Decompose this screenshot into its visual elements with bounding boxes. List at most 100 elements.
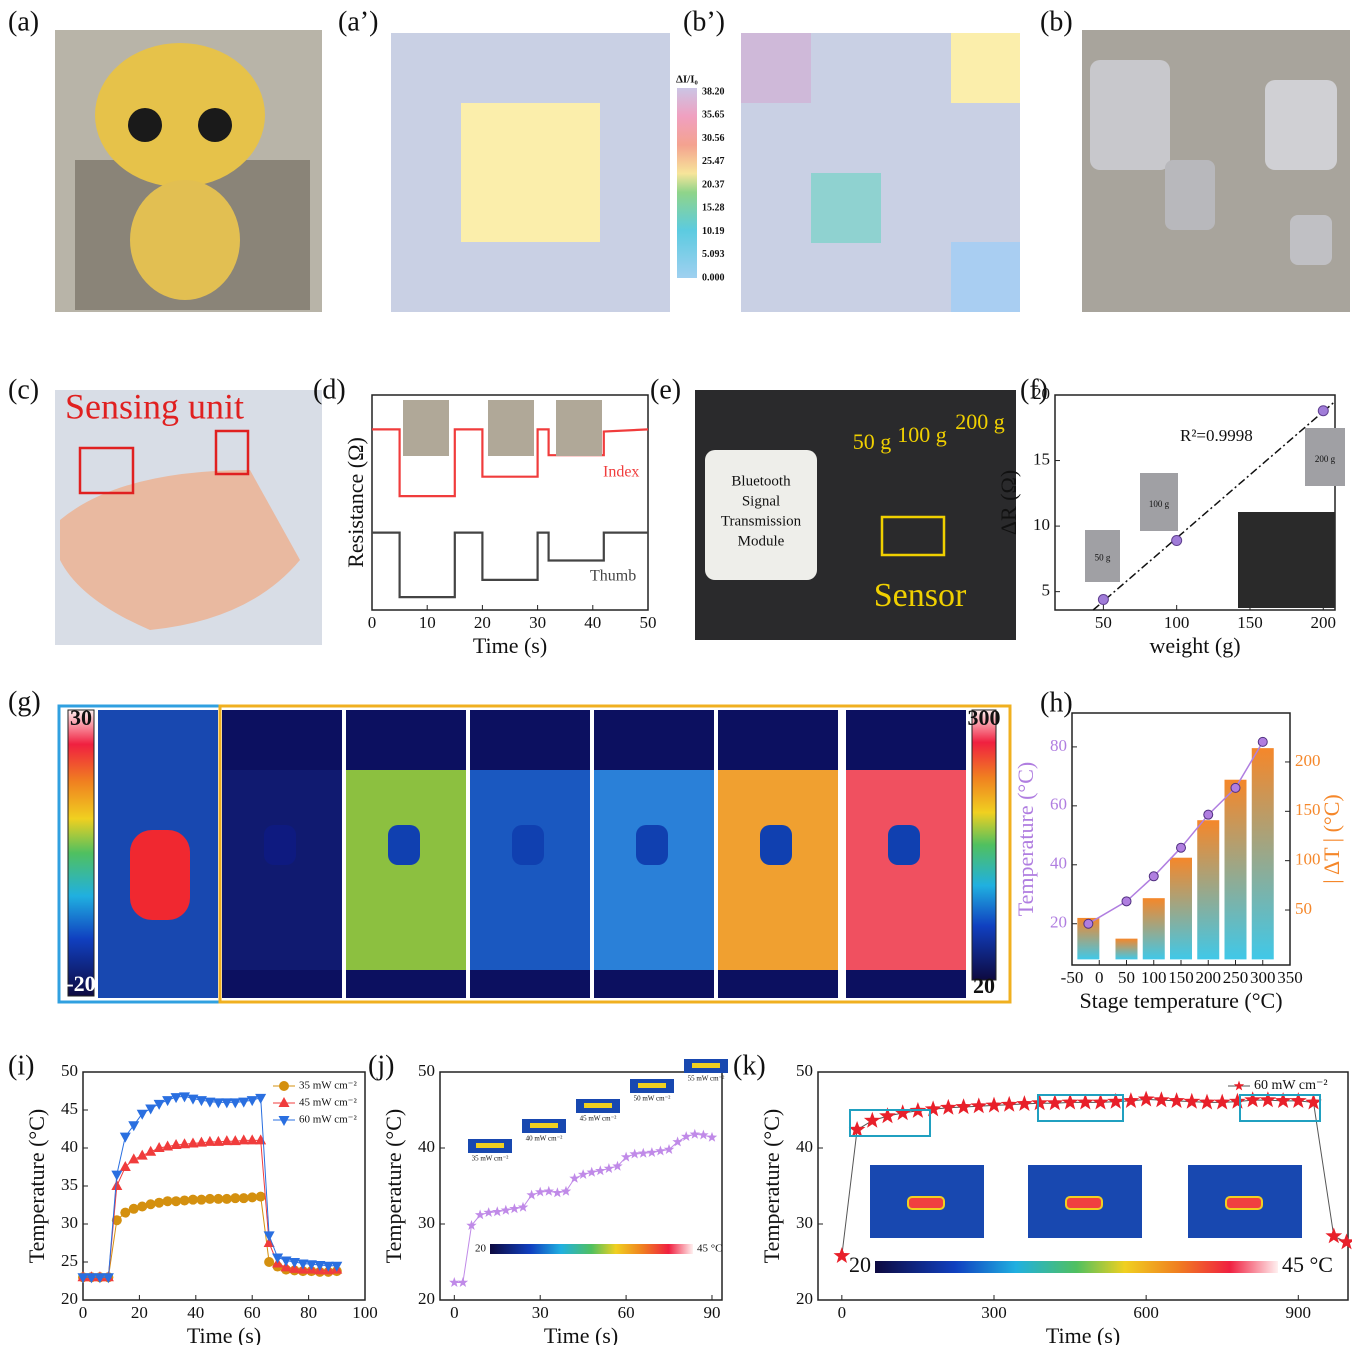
marker <box>1260 1091 1277 1107</box>
photo-label: Sensing unit <box>65 386 244 426</box>
y-axis-label: ΔR (Ω) <box>996 470 1021 535</box>
marker <box>849 1121 866 1137</box>
marker <box>595 1165 606 1175</box>
marker <box>129 1204 139 1214</box>
marker <box>180 1195 190 1205</box>
x-tick-label: 100 <box>1141 968 1167 987</box>
y-tick-label: 20 <box>1050 913 1067 932</box>
weight-label: 100 g <box>897 422 947 447</box>
module-label: Module <box>738 533 785 549</box>
weight-label: 200 g <box>955 409 1005 434</box>
point <box>1098 595 1108 605</box>
panel-label: (d) <box>313 374 346 405</box>
x-tick-label: 60 <box>618 1303 635 1322</box>
panel-label: (a’) <box>338 6 378 37</box>
marker <box>698 1130 708 1140</box>
y-axis-label: Temperature (°C) <box>24 1109 49 1263</box>
y-tick-label: 10 <box>1033 515 1050 534</box>
colorbar-title: ΔI/I₀ <box>676 74 699 86</box>
ir-sample <box>718 770 838 970</box>
colorbar-label: 300 <box>968 705 1001 730</box>
bar <box>1252 748 1274 959</box>
colorbar <box>677 88 697 278</box>
x-tick-label: 150 <box>1168 968 1194 987</box>
marker <box>647 1147 658 1157</box>
marker <box>1199 1094 1216 1110</box>
marker <box>535 1187 545 1197</box>
marker <box>1338 1233 1352 1249</box>
marker <box>544 1186 554 1196</box>
series-line <box>372 533 648 598</box>
inset-hot <box>638 1083 666 1088</box>
y-tick-label: 80 <box>1050 736 1067 755</box>
colorbar <box>68 710 94 996</box>
marker <box>264 1231 275 1241</box>
y2-tick-label: 100 <box>1295 850 1321 869</box>
x-tick-label: 300 <box>1250 968 1276 987</box>
panel-label: (c) <box>8 374 39 405</box>
marker <box>196 1195 206 1205</box>
marker <box>171 1196 181 1206</box>
x-tick-label: 50 <box>1095 613 1112 632</box>
panel-label: (b) <box>1040 6 1073 37</box>
cat-eye <box>128 108 162 142</box>
marker <box>137 1202 147 1212</box>
marker <box>279 1081 289 1091</box>
colorbar-label: 45 °C <box>1282 1252 1333 1277</box>
marker <box>552 1187 563 1197</box>
inset-hot <box>1066 1197 1102 1209</box>
colorbar-label: 10.19 <box>702 226 725 237</box>
inset-label: 45 mW cm⁻² <box>580 1115 617 1123</box>
module-label: Signal <box>742 493 780 509</box>
x-tick-label: 200 <box>1311 613 1337 632</box>
marker <box>690 1129 700 1139</box>
y-tick-label: 20 <box>796 1289 813 1308</box>
inset-label: 40 mW cm⁻² <box>526 1135 563 1143</box>
y-tick-label: 40 <box>61 1137 78 1156</box>
marker <box>239 1193 249 1203</box>
x-tick-label: 10 <box>419 613 436 632</box>
marker <box>681 1131 691 1141</box>
colorbar-label: 30 <box>70 705 92 730</box>
marker <box>569 1173 580 1183</box>
y2-axis-label: | ΔT | (°C) <box>1319 794 1344 883</box>
colorbar-labels: 38.2035.6530.5625.4720.3715.2810.195.093… <box>702 86 725 283</box>
weight <box>1265 80 1337 170</box>
x-tick-label: 20 <box>131 1303 148 1322</box>
cat-body <box>130 180 240 300</box>
series-label: Index <box>603 464 639 481</box>
inset-hot <box>1226 1197 1262 1209</box>
x-tick-label: 90 <box>703 1303 720 1322</box>
y-axis-label: Resistance (Ω) <box>343 437 368 568</box>
panel-label: (h) <box>1040 687 1073 718</box>
legend-label: 60 mW cm⁻² <box>299 1114 357 1126</box>
y-axis-label: Temperature (°C) <box>1013 762 1038 916</box>
point <box>1231 783 1240 792</box>
x-axis-label: Time (s) <box>544 1323 618 1345</box>
ir-images <box>222 710 966 998</box>
ir-sample <box>846 770 966 970</box>
bar <box>1143 898 1165 959</box>
x-tick-label: 40 <box>187 1303 204 1322</box>
point <box>1318 406 1328 416</box>
y-tick-label: 30 <box>61 1213 78 1232</box>
y-tick-label: 50 <box>418 1061 435 1080</box>
x-tick-label: 30 <box>529 613 546 632</box>
colorbar-label: 20.37 <box>702 179 725 190</box>
y-tick-label: 60 <box>1050 795 1067 814</box>
module-label: Bluetooth <box>731 473 791 489</box>
marker <box>120 1133 131 1143</box>
marker <box>111 1180 122 1190</box>
heatmap-cell <box>461 103 600 242</box>
bar <box>1197 820 1219 959</box>
x-tick-label: -50 <box>1061 968 1084 987</box>
marker <box>145 1104 156 1114</box>
sensor-label: Sensor <box>874 577 967 614</box>
marker <box>1183 1093 1200 1109</box>
marker <box>707 1132 718 1142</box>
marker <box>458 1277 468 1287</box>
point <box>1122 897 1131 906</box>
marker <box>621 1152 631 1162</box>
inset-hot <box>476 1143 504 1148</box>
ir-hole <box>264 825 296 865</box>
